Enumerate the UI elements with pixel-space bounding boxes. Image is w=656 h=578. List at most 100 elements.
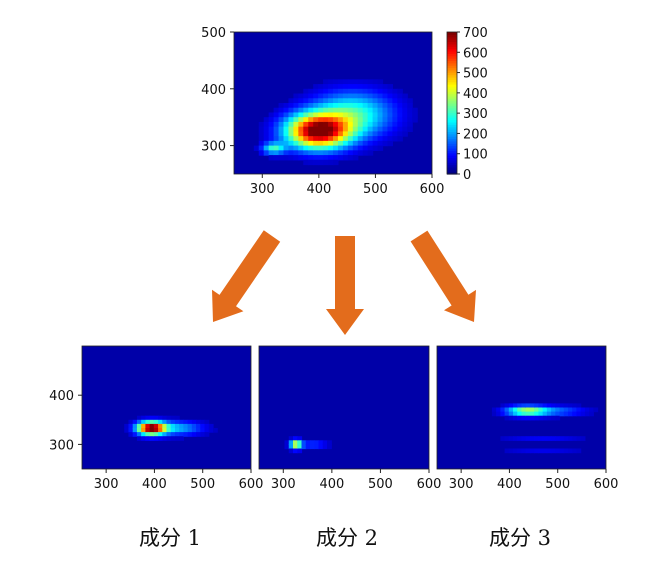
heatmap-cell — [352, 150, 359, 156]
colorbar-step — [447, 157, 457, 161]
heatmap-cell — [538, 407, 544, 413]
heatmap-cell — [288, 150, 294, 156]
heatmap-cell — [283, 140, 290, 147]
heatmap-cell — [318, 140, 324, 147]
heatmap-cell — [546, 448, 552, 454]
heatmap-cell — [284, 440, 290, 445]
colorbar-step — [447, 103, 457, 106]
heatmap-cell — [183, 423, 189, 429]
x-tick-label: 300 — [250, 182, 275, 197]
heatmap-cell — [128, 432, 134, 437]
heatmap-cell — [273, 136, 280, 142]
heatmap-cell — [179, 428, 184, 433]
heatmap-cell — [534, 407, 539, 413]
heatmap-cell — [268, 112, 275, 118]
heatmap-cell — [313, 145, 319, 151]
heatmap-cell — [538, 411, 544, 417]
heatmap-cell — [303, 117, 309, 123]
heatmap-cell — [303, 136, 309, 142]
heatmap-cell — [572, 436, 578, 441]
heatmap-frame — [233, 31, 433, 175]
heatmap-cell — [367, 88, 374, 95]
heatmap-cell — [397, 112, 403, 118]
heatmap-cell — [313, 131, 319, 137]
heatmap-cell — [372, 88, 379, 95]
heatmap-cell — [293, 107, 299, 114]
heatmap-cell — [529, 415, 535, 421]
heatmap-cell — [158, 436, 163, 441]
heatmap-background — [82, 346, 251, 469]
heatmap-cell — [402, 131, 408, 137]
heatmap-cell — [318, 155, 324, 161]
colorbar-step — [447, 145, 457, 149]
heatmap-cell — [525, 411, 531, 417]
heatmap-cell — [313, 136, 319, 142]
heatmap-cell — [313, 93, 319, 99]
heatmap-cell — [318, 150, 324, 156]
heatmap-cell — [342, 150, 349, 156]
heatmap-cell — [357, 112, 364, 118]
colorbar-tick-label: 400 — [463, 87, 488, 102]
heatmap-cell — [352, 112, 359, 118]
heatmap-cell — [288, 436, 294, 441]
heatmap-cell — [357, 84, 364, 90]
heatmap-cell — [377, 103, 384, 109]
x-tick-label: 400 — [497, 477, 522, 492]
heatmap-cell — [318, 145, 324, 151]
heatmap-cell — [313, 112, 319, 118]
heatmap-cell — [303, 121, 309, 128]
heatmap-cell — [367, 98, 374, 104]
heatmap-cell — [327, 440, 332, 445]
colorbar-step — [447, 133, 457, 137]
heatmap-cell — [297, 448, 303, 454]
heatmap-cell — [357, 79, 364, 85]
heatmap-cell — [362, 145, 369, 151]
heatmap-cell — [328, 79, 334, 85]
x-tick-label: 400 — [306, 182, 331, 197]
heatmap-cell — [504, 411, 510, 417]
heatmap-cell — [542, 407, 548, 413]
heatmap-cell — [576, 407, 582, 413]
heatmap-cell — [559, 436, 565, 441]
heatmap-cell — [342, 98, 349, 104]
heatmap-cell — [149, 419, 155, 425]
heatmap-cell — [273, 117, 280, 123]
x-tick-label: 500 — [545, 477, 570, 492]
heatmap-cell — [504, 415, 510, 421]
heatmap-cell — [153, 415, 159, 421]
heatmap-cell — [347, 107, 354, 114]
heatmap-cell — [179, 419, 184, 425]
heatmap-cell — [153, 432, 159, 437]
heatmap-cell — [293, 136, 299, 142]
heatmap-cell — [318, 117, 324, 123]
heatmap-cell — [392, 121, 398, 128]
heatmap-cell — [166, 436, 172, 441]
heatmap-cell — [303, 159, 309, 166]
heatmap-cell — [288, 121, 294, 128]
heatmap-cell — [372, 140, 379, 147]
colorbar-step — [447, 46, 457, 50]
heatmap-cell — [377, 88, 384, 95]
heatmap-cell — [298, 140, 304, 147]
heatmap-cell — [382, 136, 389, 142]
heatmap-cell — [278, 145, 285, 151]
heatmap-cell — [308, 112, 314, 118]
heatmap-cell — [298, 103, 304, 109]
colorbar-step — [447, 152, 457, 156]
heatmap-cell — [273, 150, 280, 156]
heatmap-cell — [196, 423, 201, 429]
heatmap-cell — [313, 103, 319, 109]
y-tick-label: 400 — [201, 83, 226, 98]
heatmap-cell — [517, 448, 523, 454]
heatmap-cell — [187, 428, 193, 433]
heatmap-cell — [508, 411, 514, 417]
heatmap-cell — [288, 103, 294, 109]
heatmap-cell — [362, 79, 369, 85]
heatmap-cell — [362, 107, 369, 114]
heatmap-cell — [342, 79, 349, 85]
heatmap-cell — [347, 140, 354, 147]
heatmap-cell — [402, 107, 408, 114]
y-tick-label: 300 — [201, 140, 226, 155]
heatmap-cell — [521, 411, 527, 417]
heatmap-cell — [313, 84, 319, 90]
